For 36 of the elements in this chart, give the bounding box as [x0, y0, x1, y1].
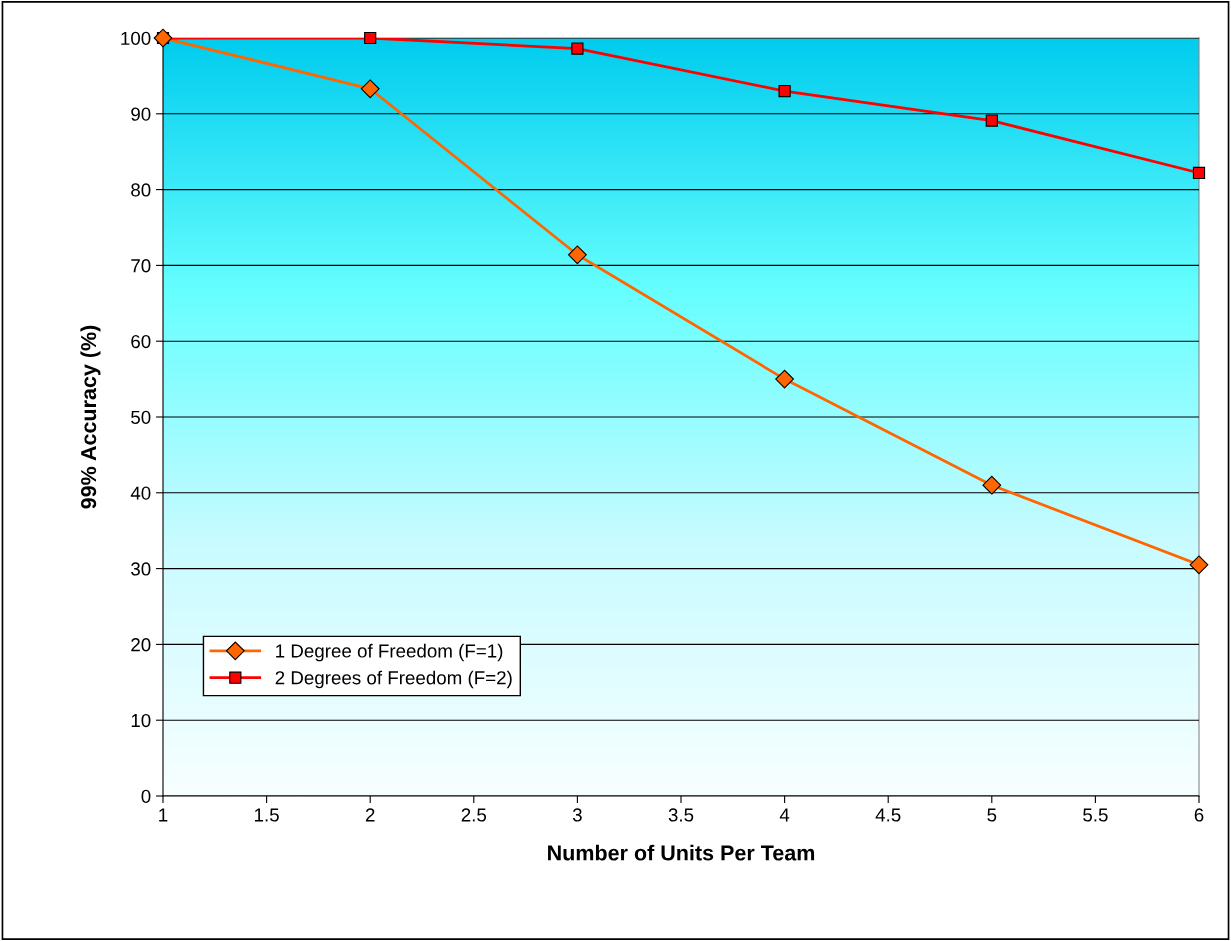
x-tick-label: 3.5: [668, 808, 694, 822]
y-tick-label: 60: [131, 334, 151, 349]
point: [364, 31, 377, 45]
point: [1192, 166, 1206, 180]
x-tick-label: 2.5: [461, 808, 487, 822]
y-tick-label: 80: [131, 183, 151, 197]
x-tick-label: 5.5: [1083, 808, 1108, 822]
y-tick-label: 50: [131, 410, 151, 424]
point: [1189, 555, 1209, 575]
point: [360, 79, 380, 99]
y-axis-title: 99% Accuracy (%): [80, 325, 101, 509]
x-tick-label: 2: [365, 808, 375, 822]
legend-label: 2 Degrees of Freedom (F=2): [275, 670, 512, 689]
x-tick-label: 1.5: [255, 808, 279, 822]
x-tick-label: 5: [987, 808, 997, 822]
point: [985, 114, 998, 127]
y-tick-label: 10: [131, 713, 151, 728]
y-tick-label: 90: [131, 107, 151, 121]
x-tick-label: 4: [779, 808, 790, 822]
x-axis-title: Number of Units Per Team: [548, 844, 815, 861]
x-tick-label: 4.5: [875, 808, 901, 822]
y-tick-label: 30: [131, 562, 151, 576]
point: [982, 475, 1002, 495]
x-tick-label: 6: [1194, 808, 1204, 822]
y-tick-label: 20: [131, 638, 151, 652]
y-tick-label: 40: [130, 486, 151, 500]
x-tick-label: 1: [159, 808, 168, 822]
legend-label: 1 Degree of Freedom (F=1): [276, 643, 503, 662]
point: [775, 369, 794, 389]
y-tick-label: 0: [141, 789, 151, 803]
y-tick-label: 70: [131, 259, 151, 273]
point: [778, 84, 791, 98]
point: [571, 42, 584, 55]
y-tick-label: 100: [121, 31, 151, 45]
point: [568, 245, 587, 265]
x-tick-label: 3: [572, 808, 582, 822]
